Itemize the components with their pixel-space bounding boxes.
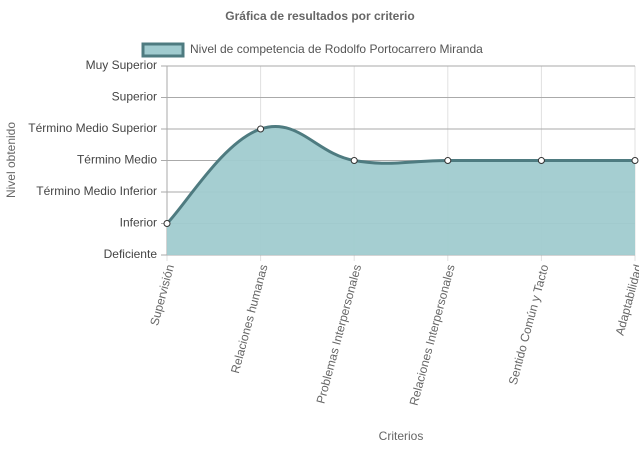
point [537, 157, 545, 164]
y-tick-label: Término Medio Superior [28, 121, 157, 135]
point [257, 125, 265, 133]
legend-label: Nivel de competencia de Rodolfo Portocar… [190, 42, 483, 56]
x-tick-label: Problemas Interpersonales [314, 263, 365, 405]
x-tick-label: Relaciones humanas [228, 263, 271, 375]
area-fill [167, 126, 635, 255]
y-tick-label: Muy Superior [86, 58, 157, 72]
legend-swatch [141, 42, 185, 58]
point [631, 157, 639, 164]
point [163, 220, 171, 227]
y-tick-label: Inferior [120, 216, 157, 230]
x-tick-label: Adaptabilidad [613, 263, 639, 337]
x-tick-label: Supervisión [147, 263, 177, 327]
x-tick-label: Relaciones Interpersonales [407, 263, 458, 407]
y-tick-label: Superior [112, 90, 157, 104]
y-tick-label: Término Medio Inferior [36, 184, 157, 198]
y-axis-title: Nivel obtenido [4, 122, 18, 198]
point [444, 157, 452, 164]
line [165, 125, 635, 225]
x-tick-label: Sentido Común y Tacto [506, 263, 552, 387]
x-axis-title: Criterios [379, 429, 424, 443]
y-tick-label: Deficiente [104, 247, 158, 261]
y-tick-label: Término Medio [77, 153, 157, 167]
point [350, 157, 358, 164]
chart-title: Gráfica de resultados por criterio [225, 9, 414, 23]
